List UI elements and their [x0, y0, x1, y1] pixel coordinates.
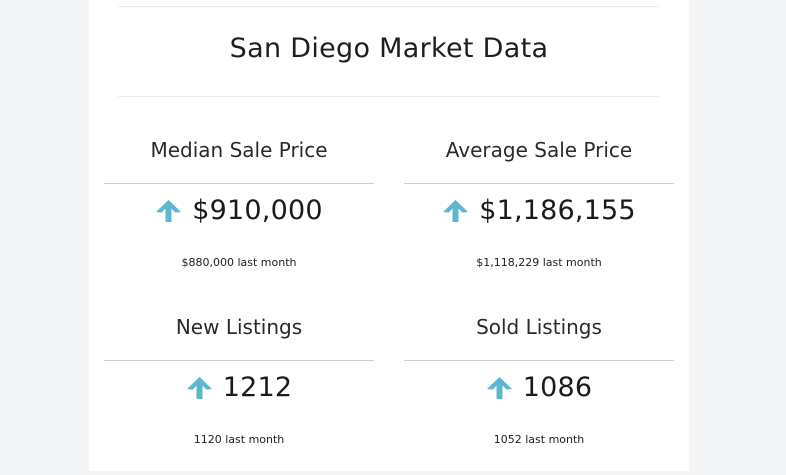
title-divider: [118, 96, 659, 97]
stat-previous-month: 1120 last month: [193, 433, 285, 446]
stat-sold-listings: Sold Listings 1086 1052 last month: [404, 312, 674, 462]
stat-value: $1,186,155: [479, 195, 636, 226]
stat-divider: [404, 360, 674, 361]
stat-label: Median Sale Price: [150, 138, 328, 162]
stat-average-sale-price: Average Sale Price $1,186,155 $1,118,229…: [404, 135, 674, 285]
stat-divider: [104, 360, 374, 361]
stat-value-row: 1086: [404, 368, 674, 408]
arrow-up-icon: [155, 199, 182, 223]
stat-label: Average Sale Price: [445, 138, 633, 162]
arrow-up-icon: [486, 376, 513, 400]
stat-value-row: $910,000: [104, 191, 374, 231]
top-divider: [118, 6, 659, 7]
stat-label: New Listings: [175, 315, 303, 339]
stat-median-sale-price: Median Sale Price $910,000 $880,000 last…: [104, 135, 374, 285]
market-data-card: San Diego Market Data Median Sale Price …: [89, 0, 689, 471]
stat-value: $910,000: [192, 195, 323, 226]
stat-new-listings: New Listings 1212 1120 last month: [104, 312, 374, 462]
stat-value-row: 1212: [104, 368, 374, 408]
stat-previous-month: $1,118,229 last month: [476, 256, 602, 269]
arrow-up-icon: [186, 376, 213, 400]
stat-value: 1086: [522, 372, 593, 403]
page-title: San Diego Market Data: [229, 33, 549, 64]
stat-previous-month: $880,000 last month: [181, 256, 297, 269]
stat-divider: [104, 183, 374, 184]
stat-previous-month: 1052 last month: [493, 433, 585, 446]
stat-value: 1212: [222, 372, 293, 403]
stat-value-row: $1,186,155: [404, 191, 674, 231]
stat-label: Sold Listings: [476, 315, 602, 339]
arrow-up-icon: [442, 199, 469, 223]
stat-divider: [404, 183, 674, 184]
